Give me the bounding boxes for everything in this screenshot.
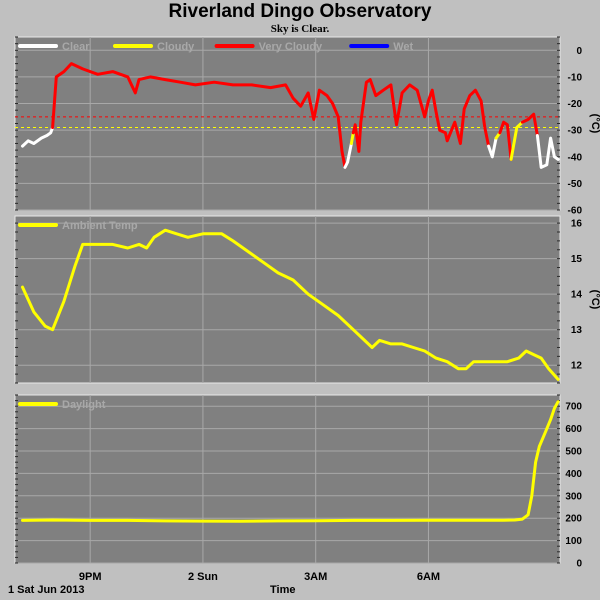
daylight-ytick-label-6: 100 <box>565 536 582 547</box>
daylight-legend-label-0: Daylight <box>62 399 106 411</box>
sky-plot-area <box>14 36 561 211</box>
daylight-ytick-label-4: 300 <box>565 491 582 502</box>
sky-series-very-cloudy-4 <box>351 78 491 153</box>
chart-subtitle: Sky is Clear. <box>270 23 330 35</box>
sky-legend-label-3: Wet <box>393 41 413 53</box>
x-tick-label-0: 9PM <box>79 571 102 583</box>
ambient-ylabel: (°C) <box>589 290 600 310</box>
ambient-ytick-label-2: 14 <box>571 290 583 301</box>
x-axis-label: Time <box>270 584 296 596</box>
daylight-ytick-label-2: 500 <box>565 447 582 458</box>
sky-legend-label-0: Clear <box>62 41 90 53</box>
sky-series-clear-0 <box>21 126 55 148</box>
sky-ytick-label-5: -50 <box>568 179 583 190</box>
sky-ytick-label-6: -60 <box>568 206 583 217</box>
ambient-legend-label-0: Ambient Temp <box>62 220 138 232</box>
sky-ylabel: (°C) <box>589 114 600 134</box>
x-tick-label-2: 3AM <box>304 571 327 583</box>
ambient-plot-area <box>14 215 561 384</box>
date-label: 1 Sat Jun 2013 <box>8 584 85 596</box>
sky-ytick-label-4: -40 <box>568 152 583 163</box>
daylight-ytick-label-5: 200 <box>565 514 582 525</box>
sky-series-very-cloudy-1 <box>51 62 347 169</box>
daylight-ytick-label-7: 0 <box>576 559 582 570</box>
sky-legend-label-2: Very Cloudy <box>259 41 323 53</box>
daylight-ytick-label-3: 400 <box>565 469 582 480</box>
sky-series-cloudy-8 <box>509 120 524 161</box>
sky-ytick-label-1: -10 <box>568 72 583 83</box>
ambient-ytick-label-4: 12 <box>571 361 583 372</box>
sky-series-very-cloudy-9 <box>520 112 539 137</box>
sky-ytick-label-0: 0 <box>576 46 582 57</box>
sky-series-very-cloudy-7 <box>498 120 513 161</box>
sky-ytick-label-2: -20 <box>568 99 583 110</box>
x-tick-label-3: 6AM <box>417 571 440 583</box>
ambient-series-ambient-temp-0 <box>21 228 560 381</box>
ambient-ytick-label-3: 13 <box>571 325 583 336</box>
daylight-ytick-label-0: 700 <box>565 402 582 413</box>
sky-series-clear-5 <box>487 136 498 159</box>
daylight-series-daylight-0 <box>21 400 560 523</box>
sky-ytick-label-3: -30 <box>568 126 583 137</box>
ambient-ytick-label-0: 16 <box>571 219 583 230</box>
chart-title: Riverland Dingo Observatory <box>168 1 432 22</box>
ambient-ytick-label-1: 15 <box>571 254 583 265</box>
sky-series-clear-10 <box>535 134 560 169</box>
sky-legend-label-1: Cloudy <box>157 41 195 53</box>
sky-series-cloudy-3 <box>349 131 355 145</box>
x-tick-label-1: 2 Sun <box>188 571 218 583</box>
sky-series-clear-2 <box>343 142 353 169</box>
daylight-plot-area <box>14 394 561 564</box>
daylight-ytick-label-1: 600 <box>565 424 582 435</box>
